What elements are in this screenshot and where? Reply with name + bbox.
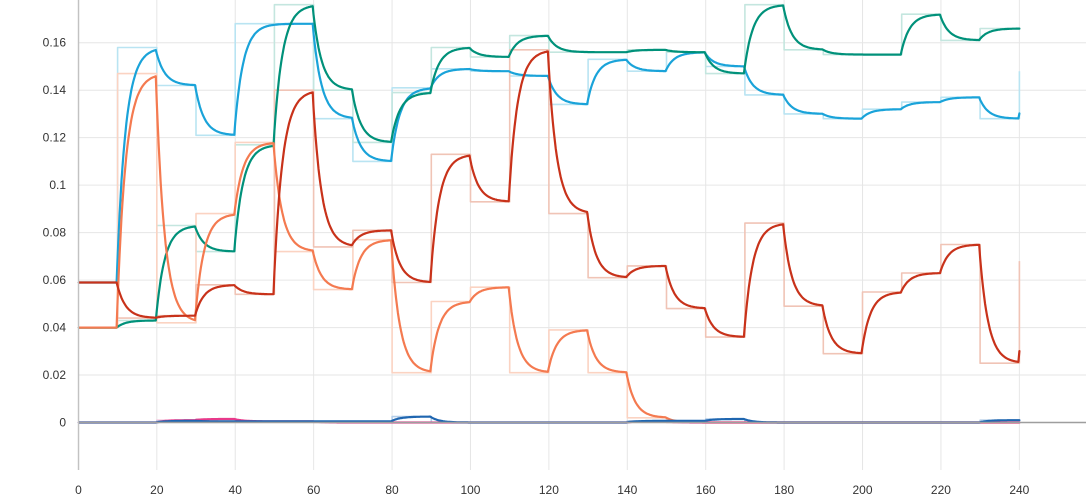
y-tick-label-4: 0.08 (43, 226, 67, 240)
y-tick-label-5: 0.1 (49, 178, 66, 192)
series-3-line (77, 50, 1021, 363)
x-tick-label-5: 100 (460, 483, 480, 497)
y-tick-label-6: 0.12 (43, 131, 67, 145)
x-tick-label-6: 120 (539, 483, 559, 497)
y-tick-label-2: 0.04 (43, 321, 67, 335)
series-1-line (77, 4, 1021, 329)
x-tick-label-7: 140 (617, 483, 637, 497)
x-tick-label-8: 160 (696, 483, 716, 497)
axes (77, 0, 1086, 470)
x-tick-label-10: 200 (853, 483, 873, 497)
y-tick-label-8: 0.16 (43, 36, 67, 50)
y-tick-label-7: 0.14 (43, 83, 67, 97)
y-tick-label-3: 0.06 (43, 273, 67, 287)
y-axis-tick-labels: 0 0.02 0.04 0.06 0.08 0.1 0.12 0.14 0.16 (43, 36, 67, 430)
grid-lines (77, 0, 1086, 470)
y-tick-label-1: 0.02 (43, 368, 67, 382)
x-axis-tick-labels: 0 20 40 60 80 100 120 140 160 180 200 220 240 (75, 483, 1030, 497)
x-tick-label-11: 220 (931, 483, 951, 497)
x-tick-label-9: 180 (774, 483, 794, 497)
x-tick-label-3: 60 (307, 483, 321, 497)
x-tick-label-1: 20 (150, 483, 164, 497)
x-tick-label-2: 40 (229, 483, 243, 497)
x-tick-label-12: 240 (1009, 483, 1029, 497)
x-tick-label-0: 0 (75, 483, 82, 497)
x-tick-label-4: 80 (385, 483, 399, 497)
series-3-raw-line (78, 49, 1021, 364)
y-tick-label-0: 0 (59, 416, 66, 430)
